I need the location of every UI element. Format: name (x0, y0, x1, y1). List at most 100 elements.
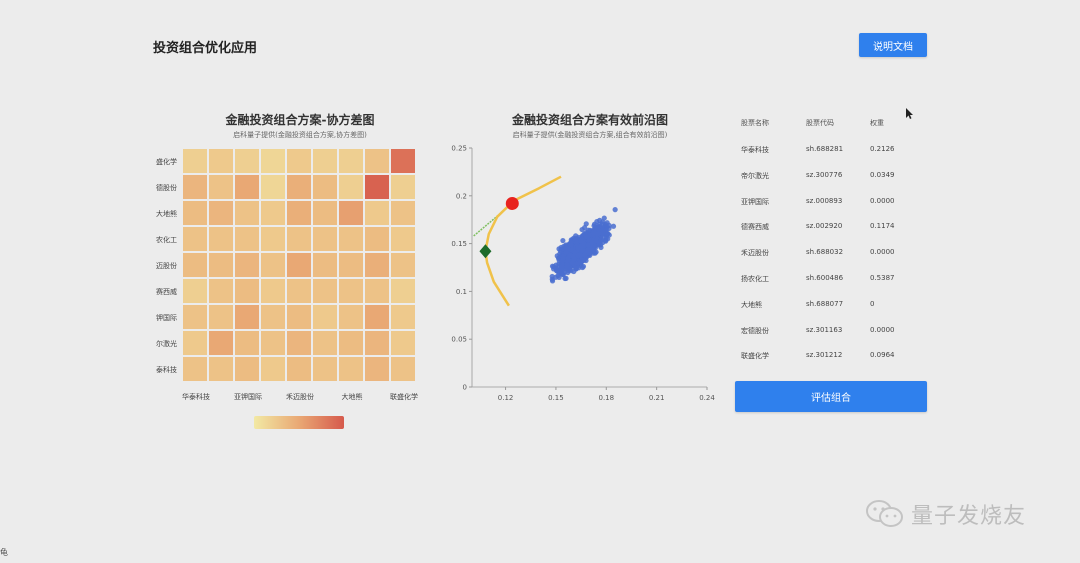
y-tick-label: 0.1 (456, 288, 467, 296)
heatmap-x-label: 禾迈股份 (286, 393, 314, 401)
portfolio-point (594, 231, 600, 237)
heatmap-cell (183, 253, 207, 277)
heatmap-cell (313, 279, 337, 303)
heatmap-cell (261, 253, 285, 277)
heatmap-cell (287, 253, 311, 277)
portfolio-point (579, 226, 585, 233)
heatmap-cell (391, 149, 415, 173)
portfolio-point (553, 274, 559, 280)
heatmap-cell (183, 305, 207, 329)
heatmap-cell (365, 253, 389, 277)
heatmap-cell (313, 253, 337, 277)
heatmap-cell (365, 331, 389, 355)
doc-button[interactable]: 说明文档 (859, 33, 927, 57)
x-tick-label: 0.21 (649, 394, 665, 402)
portfolio-point (593, 237, 599, 244)
evaluate-button[interactable]: 评估组合 (735, 381, 927, 412)
table-cell-weight: 0.0349 (870, 170, 895, 179)
table-cell-name: 德赛西威 (741, 223, 769, 232)
table-cell-code: sh.688032 (806, 248, 844, 257)
table-cell-code: sz.301212 (806, 351, 843, 360)
table-cell-weight: 0.1174 (870, 222, 895, 231)
heatmap-cell (209, 357, 233, 381)
heatmap-cell (365, 357, 389, 381)
x-tick-label: 0.12 (498, 394, 514, 402)
heatmap-cell (339, 279, 363, 303)
table-cell-code: sz.002920 (806, 222, 843, 231)
heatmap-cell (287, 201, 311, 225)
heatmap-cell (209, 149, 233, 173)
heatmap-cell (339, 305, 363, 329)
portfolio-point (600, 228, 607, 234)
heatmap-cell (391, 201, 415, 225)
heatmap-cell (235, 305, 259, 329)
heatmap-cell (183, 149, 207, 173)
heatmap-cell (287, 357, 311, 381)
heatmap-cell (183, 201, 207, 225)
portfolio-point (591, 223, 597, 229)
heatmap-cell (391, 175, 415, 199)
portfolio-point (573, 233, 579, 239)
heatmap-cell (235, 149, 259, 173)
min-variance-point (479, 244, 492, 259)
heatmap-cell (313, 227, 337, 251)
heatmap-cell (339, 357, 363, 381)
heatmap-color-scale (254, 416, 344, 429)
table-cell-code: sz.300776 (806, 170, 843, 179)
table-cell-weight: 0.0000 (870, 248, 895, 257)
y-tick-label: 0.05 (451, 336, 467, 344)
mouse-cursor-icon (906, 108, 913, 119)
heatmap-cell (287, 331, 311, 355)
heatmap-cell (313, 175, 337, 199)
heatmap-cell (391, 253, 415, 277)
portfolio-point (560, 237, 566, 244)
portfolio-point (585, 242, 591, 248)
heatmap-cell (339, 227, 363, 251)
portfolio-point (612, 207, 618, 213)
heatmap-cell (235, 201, 259, 225)
heatmap-cell (339, 201, 363, 225)
heatmap-cell (339, 149, 363, 173)
portfolio-point (579, 247, 585, 253)
heatmap-cell (261, 227, 285, 251)
portfolio-point (570, 260, 576, 266)
heatmap-cell (235, 279, 259, 303)
portfolio-point (559, 258, 565, 264)
y-tick-label: 0.25 (451, 145, 467, 153)
frontier-title: 金融投资组合方案有效前沿图 (511, 113, 668, 127)
table-cell-name: 华泰科技 (741, 146, 769, 154)
heatmap-cell (339, 175, 363, 199)
heatmap-cell (313, 305, 337, 329)
portfolio-point (568, 242, 574, 248)
portfolio-point (553, 265, 559, 271)
portfolio-point (582, 252, 588, 258)
table-cell-code: sh.600486 (806, 274, 844, 282)
heatmap-cell (365, 201, 389, 225)
portfolio-point (606, 222, 612, 229)
heatmap-cell (209, 253, 233, 277)
portfolio-point (562, 244, 569, 250)
heatmap-cell (313, 149, 337, 173)
wechat-icon (866, 500, 903, 527)
heatmap-cell (261, 149, 285, 173)
table-cell-code: sz.301163 (806, 325, 843, 334)
table-cell-weight: 0.0964 (870, 351, 895, 360)
table-cell-weight: 0.0000 (870, 325, 895, 334)
heatmap-cell (365, 149, 389, 173)
portfolio-point (554, 253, 560, 259)
heatmap-cell (365, 305, 389, 329)
heatmap-cell (235, 227, 259, 251)
portfolio-point (566, 266, 572, 272)
covariance-heatmap (183, 149, 415, 381)
y-tick-label: 0.2 (456, 192, 467, 200)
heatmap-cell (235, 175, 259, 199)
portfolio-point (578, 243, 585, 249)
heatmap-cell (287, 149, 311, 173)
table-cell-weight: 0.2126 (870, 145, 895, 153)
heatmap-cell (183, 279, 207, 303)
portfolio-point (605, 236, 611, 242)
heatmap-cell (391, 279, 415, 303)
y-tick-label: 0 (463, 384, 467, 392)
table-cell-name: 宏德股份 (741, 326, 769, 335)
heatmap-y-label: 尔激光 (156, 340, 177, 348)
